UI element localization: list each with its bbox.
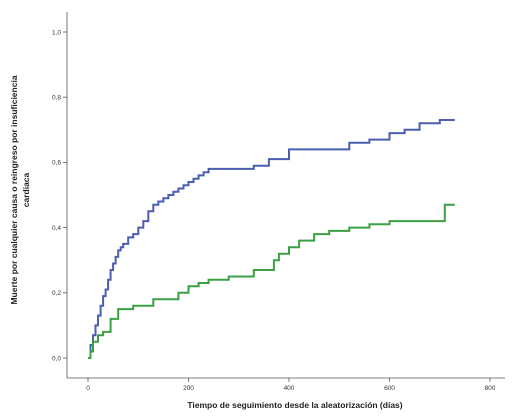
series-line-1	[88, 119, 455, 359]
x-tick-label: 400	[284, 385, 295, 392]
x-axis-title: Tiempo de seguimiento desde la aleatoriz…	[187, 400, 402, 410]
y-axis-title-line-1: Muerte por cualquier causa o reingreso p…	[9, 75, 19, 304]
x-tick-label: 800	[485, 385, 496, 392]
y-tick-label: 0,2	[52, 290, 61, 297]
y-tick-label: 0,8	[52, 95, 61, 102]
y-tick-label: 1,0	[52, 29, 61, 36]
y-tick-label: 0,0	[52, 355, 61, 362]
labels-layer: Tiempo de seguimiento desde la aleatoriz…	[9, 75, 403, 410]
series-line-2	[88, 203, 455, 359]
x-tick-label: 0	[86, 385, 90, 392]
axes-layer: 0,0 0,2 0,4 0,6 0,8 1,0 0 200 400 600 800	[52, 12, 505, 392]
x-tick-label: 600	[384, 385, 395, 392]
y-axis-title-line-2: cardiaca	[21, 172, 31, 207]
x-tick-label: 200	[183, 385, 194, 392]
y-tick-label: 0,4	[52, 225, 61, 232]
y-tick-label: 0,6	[52, 160, 61, 167]
series-layer	[88, 119, 455, 359]
